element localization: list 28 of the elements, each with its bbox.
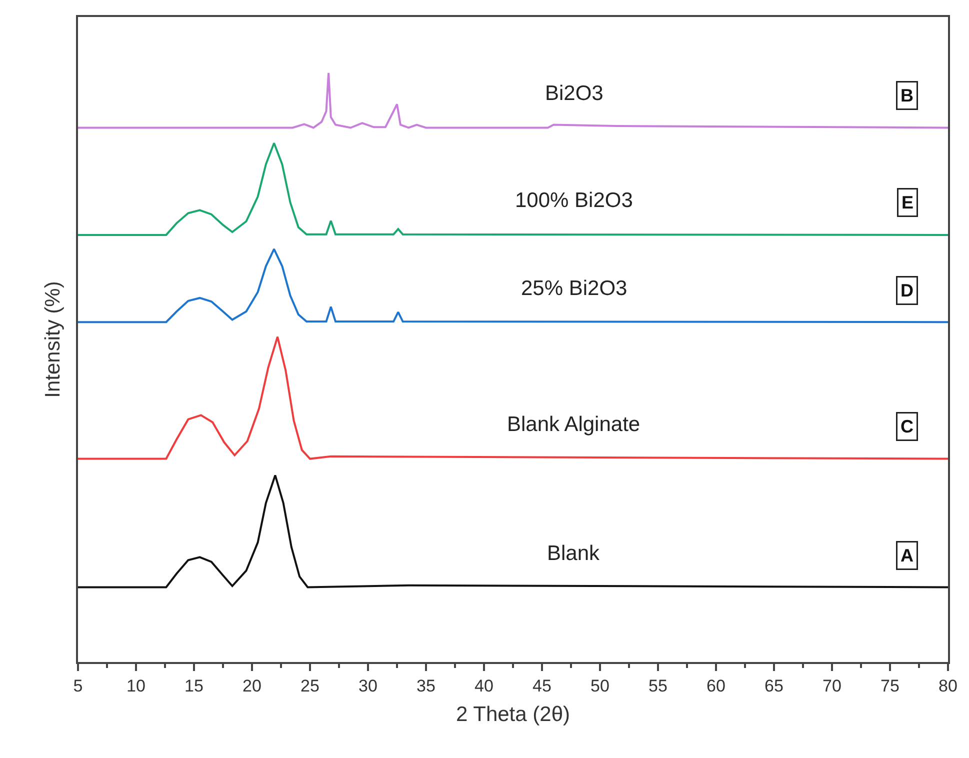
series-label: 100% Bi2O3 — [515, 189, 633, 212]
series-label: Bi2O3 — [545, 82, 604, 105]
annotation: E — [902, 192, 914, 212]
y-axis-title: Intensity (%) — [42, 281, 65, 398]
x-tick-label: 25 — [300, 676, 320, 696]
x-tick-label: 60 — [706, 676, 726, 696]
x-tick-label: 5 — [73, 676, 83, 696]
x-tick-label: 15 — [184, 676, 204, 696]
x-tick-label: 70 — [822, 676, 842, 696]
x-tick-label: 40 — [474, 676, 494, 696]
annotation: B — [900, 86, 914, 106]
series-label: 25% Bi2O3 — [521, 277, 628, 300]
x-tick-label: 30 — [358, 676, 378, 696]
annotation: D — [900, 280, 914, 300]
x-tick-label: 20 — [242, 676, 262, 696]
annotation: A — [900, 546, 914, 566]
x-tick-label: 35 — [416, 676, 436, 696]
annotation: C — [900, 416, 914, 436]
x-tick-label: 65 — [764, 676, 784, 696]
series-label: Blank Alginate — [507, 413, 640, 436]
series-label: Blank — [547, 542, 600, 565]
x-tick-label: 10 — [126, 676, 146, 696]
x-axis-title: 2 Theta (2θ) — [456, 703, 570, 726]
x-tick-label: 80 — [938, 676, 958, 696]
x-tick-label: 50 — [590, 676, 610, 696]
x-tick-label: 45 — [532, 676, 552, 696]
x-tick-label: 75 — [880, 676, 900, 696]
x-tick-label: 55 — [648, 676, 668, 696]
